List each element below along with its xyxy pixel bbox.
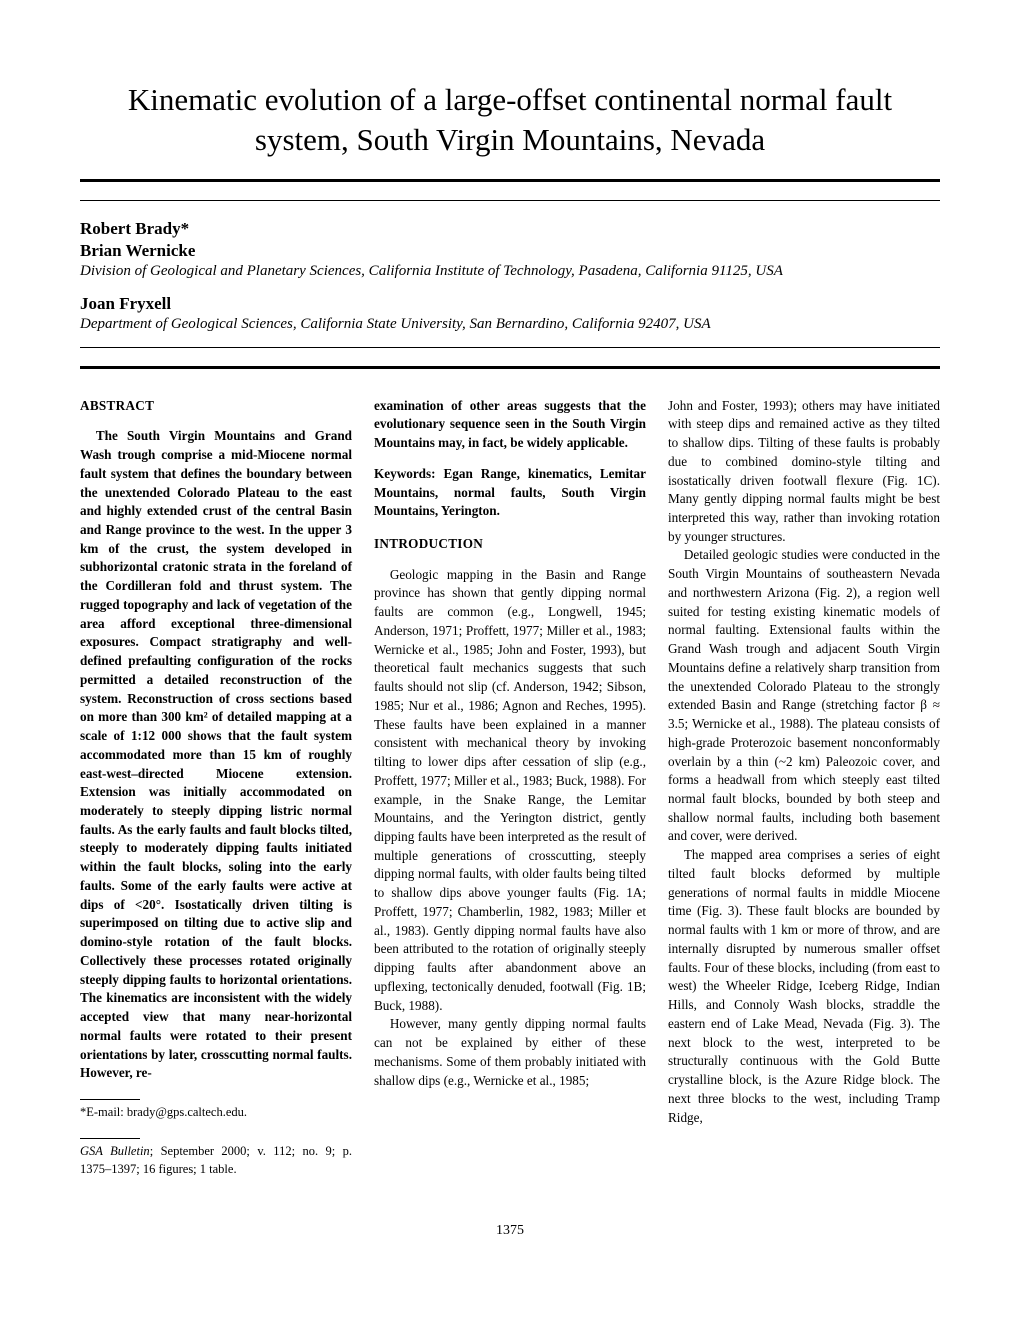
col3-para-1: John and Foster, 1993); others may have … [668,397,940,547]
page-number: 1375 [80,1223,940,1239]
author-3-affil: Department of Geological Sciences, Calif… [80,316,940,333]
footnote-rule-2 [80,1138,140,1139]
column-1: ABSTRACT The South Virgin Mountains and … [80,397,352,1191]
intro-para-1: Geologic mapping in the Basin and Range … [374,566,646,1016]
paper-title: Kinematic evolution of a large-offset co… [80,80,940,161]
authors-block: Robert Brady* Brian Wernicke Division of… [80,219,940,333]
citation-journal: GSA Bulletin [80,1144,150,1158]
col3-para-3: The mapped area comprises a series of ei… [668,846,940,1127]
rule-top-thin [80,200,940,201]
author-1-name: Robert Brady* [80,219,940,239]
author-2-affil: Division of Geological and Planetary Sci… [80,263,940,280]
email-footnote: *E-mail: brady@gps.caltech.edu. [80,1104,352,1122]
intro-para-2: However, many gently dipping normal faul… [374,1015,646,1090]
column-2: examination of other areas suggests that… [374,397,646,1191]
author-3-name: Joan Fryxell [80,294,940,314]
citation-line: GSA Bulletin; September 2000; v. 112; no… [80,1143,352,1179]
keywords: Keywords: Egan Range, kinematics, Lemita… [374,465,646,521]
text-columns: ABSTRACT The South Virgin Mountains and … [80,397,940,1191]
intro-heading: INTRODUCTION [374,535,646,554]
rule-mid-thin [80,347,940,348]
page: Kinematic evolution of a large-offset co… [0,0,1020,1279]
abstract-heading: ABSTRACT [80,397,352,416]
abstract-continuation: examination of other areas suggests that… [374,397,646,453]
column-3: John and Foster, 1993); others may have … [668,397,940,1191]
footnote-rule-1 [80,1099,140,1100]
author-2-name: Brian Wernicke [80,241,940,261]
abstract-text: The South Virgin Mountains and Grand Was… [80,427,352,1083]
col3-para-2: Detailed geologic studies were conducted… [668,546,940,846]
rule-mid-thick [80,366,940,369]
rule-top [80,179,940,182]
